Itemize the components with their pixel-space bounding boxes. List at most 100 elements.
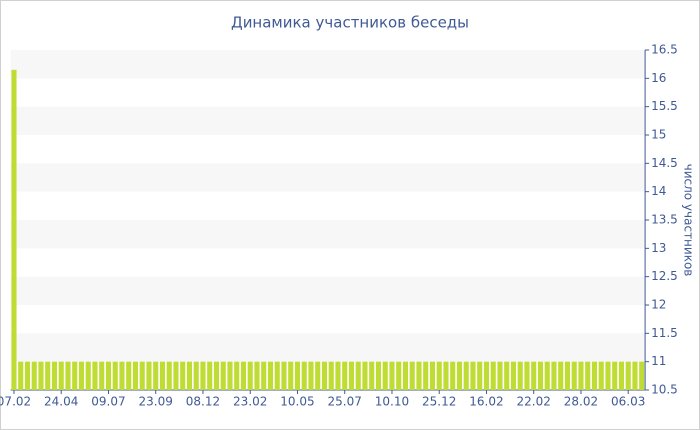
y-tick-label: 15 — [651, 128, 666, 142]
bar — [517, 361, 523, 390]
bar — [261, 361, 267, 390]
bar — [362, 361, 368, 390]
bar — [18, 361, 24, 390]
bar — [139, 361, 145, 390]
bar — [429, 361, 436, 390]
bar — [382, 361, 388, 390]
grid-band — [10, 276, 646, 305]
grid-band — [10, 106, 646, 135]
bar — [342, 361, 348, 390]
bar — [605, 361, 611, 390]
bar — [65, 361, 71, 390]
bar — [288, 361, 294, 390]
bar — [240, 361, 247, 390]
bar — [510, 361, 517, 390]
bar — [85, 361, 91, 390]
bar — [200, 361, 206, 390]
bar — [450, 361, 456, 390]
bar — [355, 361, 361, 390]
bar — [45, 361, 51, 390]
bar — [328, 361, 334, 390]
bar — [173, 361, 179, 390]
bar — [443, 361, 449, 390]
bar — [92, 361, 98, 390]
bar — [612, 361, 618, 390]
x-tick-label: 10.05 — [280, 395, 314, 409]
bar — [267, 361, 274, 390]
x-tick-label: 24.04 — [44, 395, 78, 409]
x-tick-label: 07.02 — [0, 395, 31, 409]
bar — [639, 361, 645, 390]
y-tick-label: 12.5 — [651, 269, 678, 283]
bar — [301, 361, 307, 390]
grid-band — [10, 50, 646, 79]
x-tick-label: 23.02 — [233, 395, 267, 409]
x-tick-label: 28.02 — [564, 395, 598, 409]
x-tick-label: 23.09 — [139, 395, 173, 409]
bar — [294, 361, 301, 390]
bar — [524, 361, 530, 390]
bar — [105, 361, 112, 390]
y-tick-label: 14 — [651, 184, 666, 198]
bar — [180, 361, 186, 390]
bar — [389, 361, 395, 390]
x-tick-label: 25.07 — [328, 395, 362, 409]
bar — [315, 361, 321, 390]
x-tick-label: 09.07 — [91, 395, 125, 409]
bar — [409, 361, 415, 390]
y-tick-label: 15.5 — [651, 99, 678, 113]
y-axis-label: число участников — [682, 164, 696, 277]
bar — [321, 361, 328, 390]
bar — [78, 361, 85, 390]
y-tick-label: 12 — [651, 298, 666, 312]
bar — [38, 361, 44, 390]
bar — [625, 361, 631, 390]
bar — [402, 361, 409, 390]
bar — [585, 361, 591, 390]
bar — [308, 361, 314, 390]
bar — [416, 361, 422, 390]
x-tick-label: 25.12 — [422, 395, 456, 409]
bar — [193, 361, 199, 390]
bar — [126, 361, 132, 390]
bar — [497, 361, 503, 390]
bar — [335, 361, 341, 390]
bar — [598, 361, 604, 390]
y-tick-label: 16 — [651, 71, 666, 85]
bar — [220, 361, 226, 390]
bar — [544, 361, 550, 390]
grid-band — [10, 163, 646, 192]
bar — [436, 361, 442, 390]
bar — [112, 361, 118, 390]
bar — [281, 361, 287, 390]
y-tick-label: 16.5 — [651, 43, 678, 57]
y-tick-label: 10.5 — [651, 383, 678, 397]
bar — [227, 361, 233, 390]
x-tick-label: 22.02 — [517, 395, 551, 409]
bar — [463, 361, 469, 390]
bar — [477, 361, 483, 390]
bar — [234, 361, 240, 390]
bar — [11, 69, 17, 390]
bar — [537, 361, 544, 390]
bar — [456, 361, 463, 390]
x-tick-label: 06.03 — [611, 395, 645, 409]
bar — [146, 361, 152, 390]
x-tick-label: 08.12 — [186, 395, 220, 409]
y-tick-label: 13.5 — [651, 213, 678, 227]
bar — [551, 361, 557, 390]
grid-band — [10, 220, 646, 249]
bar — [558, 361, 564, 390]
bar — [254, 361, 260, 390]
bar — [369, 361, 375, 390]
y-tick-label: 11 — [651, 354, 666, 368]
bar — [207, 361, 213, 390]
bar — [119, 361, 125, 390]
bar — [396, 361, 402, 390]
chart-title: Динамика участников беседы — [231, 14, 469, 32]
bar — [274, 361, 280, 390]
bar — [132, 361, 139, 390]
y-tick-label: 11.5 — [651, 326, 678, 340]
grid-band — [10, 333, 646, 362]
bar — [618, 361, 625, 390]
